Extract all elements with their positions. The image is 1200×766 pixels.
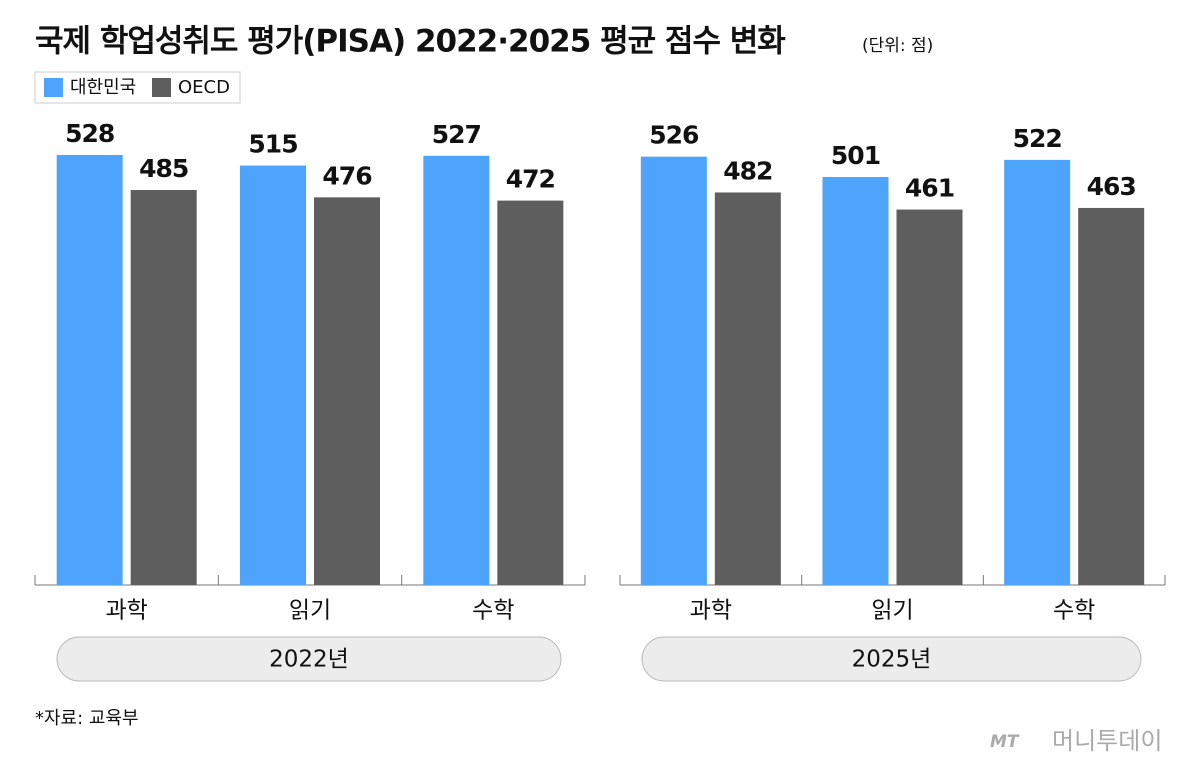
bar — [1004, 159, 1071, 586]
x-tick-label: 읽기 — [871, 598, 913, 624]
legend-swatch — [44, 78, 63, 97]
brand: 머니투데이 — [1052, 727, 1162, 755]
bar — [640, 156, 707, 585]
value-label: 528 — [65, 119, 114, 148]
group-label: 2022년 — [269, 647, 349, 673]
value-label: 463 — [1087, 172, 1136, 201]
legend-label: 대한민국 — [70, 77, 136, 98]
source: *자료: 교육부 — [35, 708, 139, 729]
group-label: 2025년 — [852, 647, 932, 673]
bar — [1078, 207, 1145, 585]
value-label: 515 — [248, 130, 297, 159]
value-label: 476 — [322, 161, 372, 190]
value-label: 482 — [723, 156, 772, 185]
group-pill — [641, 636, 1142, 682]
value-label: 501 — [831, 141, 880, 170]
bar — [56, 155, 123, 585]
value-label: 461 — [905, 174, 954, 203]
x-tick-label: 과학 — [690, 598, 732, 624]
legend-swatch — [152, 78, 171, 97]
x-tick-label: 읽기 — [289, 598, 331, 624]
bar — [423, 155, 490, 585]
group-pill — [56, 636, 562, 682]
x-tick-label: 수학 — [472, 598, 514, 624]
bar — [314, 197, 380, 585]
logo: MT — [990, 732, 1020, 752]
bar — [130, 190, 197, 586]
value-label: 472 — [506, 165, 555, 194]
value-label: 522 — [1013, 124, 1062, 153]
bar — [822, 176, 889, 585]
value-label: 526 — [649, 121, 699, 150]
x-tick-label: 수학 — [1053, 598, 1095, 624]
value-label: 485 — [139, 154, 188, 183]
bar — [896, 209, 963, 585]
legend-label: OECD — [178, 77, 230, 98]
bar — [497, 200, 564, 585]
unit: (단위: 점) — [862, 36, 933, 56]
chart-title: 국제 학업성취도 평가(PISA) 2022·2025 평균 점수 변화 — [35, 24, 786, 60]
value-label: 527 — [432, 120, 481, 149]
bar — [240, 165, 306, 585]
x-tick-label: 과학 — [106, 598, 148, 624]
bar — [714, 192, 781, 585]
legend-box — [34, 71, 241, 104]
